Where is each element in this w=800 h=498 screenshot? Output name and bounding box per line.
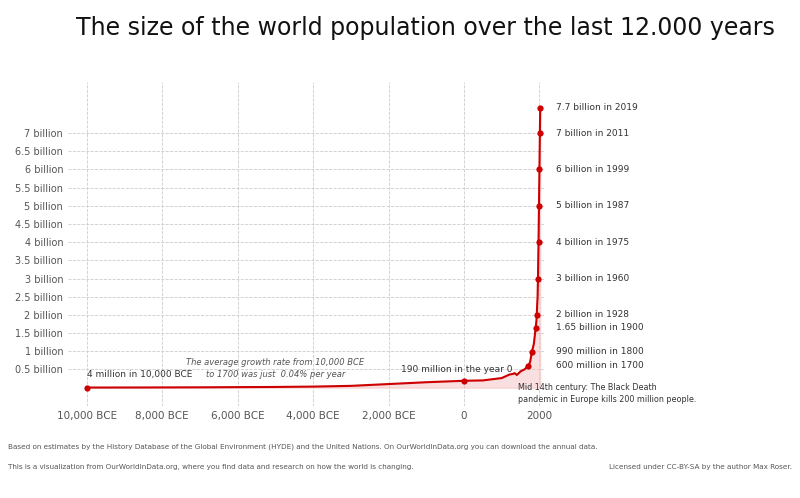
Text: 5 billion in 1987: 5 billion in 1987 (556, 201, 630, 210)
Text: 7.7 billion in 2019: 7.7 billion in 2019 (556, 103, 638, 112)
Text: 600 million in 1700: 600 million in 1700 (556, 362, 644, 371)
Text: Mid 14th century: The Black Death
pandemic in Europe kills 200 million people.: Mid 14th century: The Black Death pandem… (518, 383, 696, 404)
Text: 990 million in 1800: 990 million in 1800 (556, 347, 644, 356)
Text: Based on estimates by the History Database of the Global Environment (HYDE) and : Based on estimates by the History Databa… (8, 443, 598, 450)
Text: 1.65 billion in 1900: 1.65 billion in 1900 (556, 323, 644, 332)
Text: 3 billion in 1960: 3 billion in 1960 (556, 274, 630, 283)
Text: in Data: in Data (17, 40, 54, 49)
Text: Our World: Our World (10, 23, 62, 32)
Text: 6 billion in 1999: 6 billion in 1999 (556, 165, 630, 174)
Text: The average growth rate from 10,000 BCE
to 1700 was just  0.04% per year: The average growth rate from 10,000 BCE … (186, 359, 365, 379)
Text: 7 billion in 2011: 7 billion in 2011 (556, 128, 629, 137)
Text: This is a visualization from OurWorldInData.org, where you find data and researc: This is a visualization from OurWorldInD… (8, 464, 414, 470)
Text: 4 million in 10,000 BCE: 4 million in 10,000 BCE (87, 371, 192, 379)
Text: The size of the world population over the last 12.000 years: The size of the world population over th… (76, 16, 775, 40)
Text: 2 billion in 1928: 2 billion in 1928 (556, 310, 629, 319)
Text: Licensed under CC-BY-SA by the author Max Roser.: Licensed under CC-BY-SA by the author Ma… (609, 464, 792, 470)
Text: 190 million in the year 0: 190 million in the year 0 (401, 365, 512, 374)
Text: 4 billion in 1975: 4 billion in 1975 (556, 238, 629, 247)
